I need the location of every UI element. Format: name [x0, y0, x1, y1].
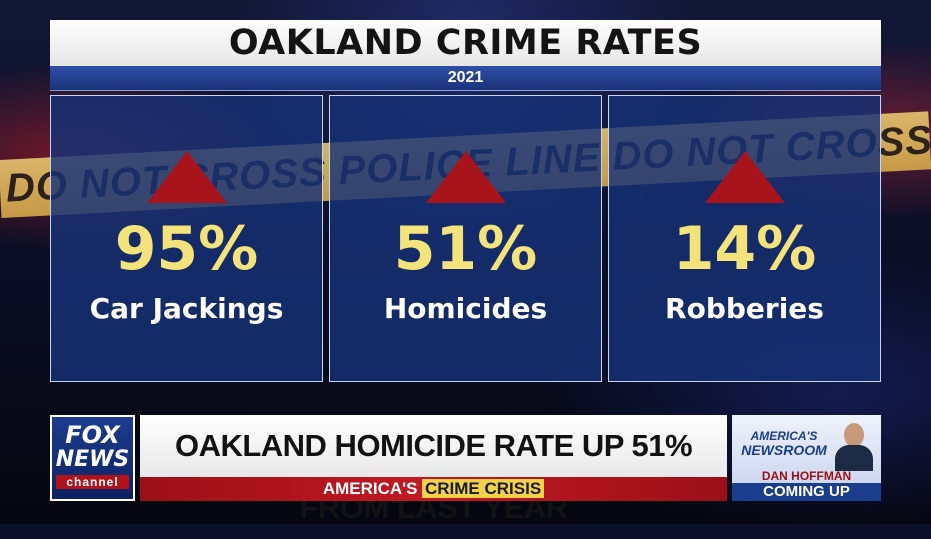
graphic-title-bar: OAKLAND CRIME RATES: [50, 20, 881, 66]
host-body: [835, 445, 873, 471]
fox-news-logo: FOX NEWS channel: [50, 415, 135, 501]
show-promo: AMERICA'S NEWSROOM DAN HOFFMAN COMING UP: [732, 415, 881, 501]
stat-label: Homicides: [383, 292, 548, 325]
strap-text: AMERICA'S: [322, 479, 418, 498]
strap-highlight: CRIME CRISIS: [421, 479, 545, 498]
stat-label: Car Jackings: [89, 292, 284, 325]
stat-panel-car-jackings: 95% Car Jackings: [50, 95, 323, 382]
stat-panel-homicides: 51% Homicides: [329, 95, 602, 382]
stat-panel-robberies: 14% Robberies: [608, 95, 881, 382]
graphic-year: 2021: [447, 69, 484, 86]
show-logo: AMERICA'S NEWSROOM: [736, 429, 832, 457]
stat-percent: 51%: [393, 214, 538, 284]
host-head: [844, 423, 864, 447]
headline-bar: OAKLAND HOMICIDE RATE UP 51% FROM LAST Y…: [140, 415, 727, 525]
guest-name: DAN HOFFMAN: [761, 469, 852, 483]
year-bar: 2021: [50, 66, 881, 91]
logo-line-news: NEWS: [55, 447, 130, 472]
show-logo-line1: AMERICA'S: [750, 429, 818, 443]
graphic-title: OAKLAND CRIME RATES: [228, 23, 703, 63]
logo-line-fox: FOX: [65, 421, 120, 449]
strap-bar: AMERICA'S CRIME CRISIS: [140, 477, 727, 501]
up-triangle-icon: [146, 151, 227, 203]
stat-percent: 14%: [672, 214, 817, 284]
up-triangle-icon: [425, 151, 506, 203]
host-photo: [833, 421, 875, 471]
stat-label: Robberies: [665, 292, 824, 325]
show-logo-line2: NEWSROOM: [741, 442, 827, 458]
stat-percent: 95%: [114, 214, 259, 284]
up-triangle-icon: [704, 151, 785, 203]
logo-line-channel: channel: [56, 475, 129, 489]
coming-up-label: COMING UP: [732, 483, 881, 501]
